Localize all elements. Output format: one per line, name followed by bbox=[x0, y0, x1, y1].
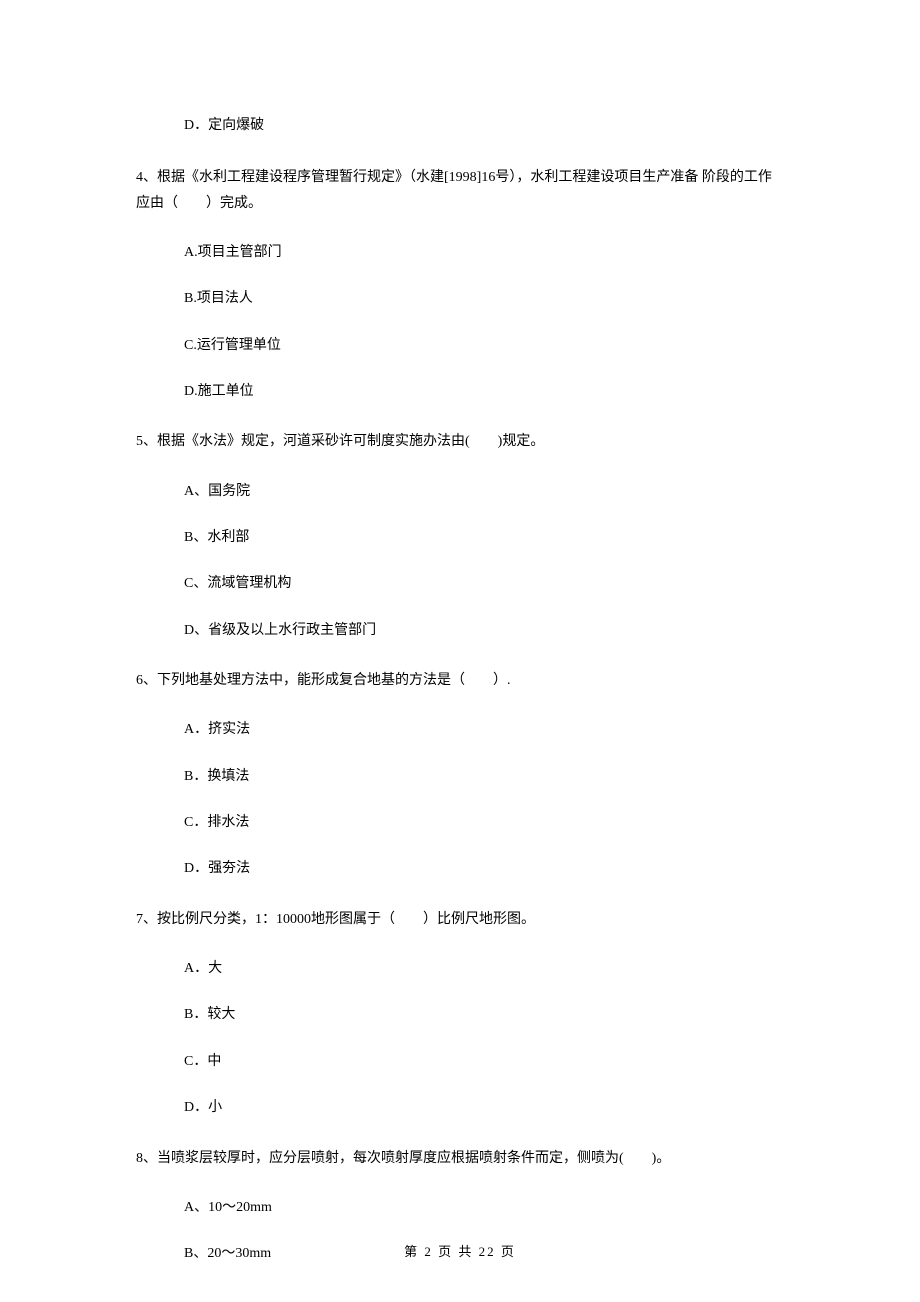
question-6-text: 6、下列地基处理方法中，能形成复合地基的方法是（ ）. bbox=[136, 668, 784, 693]
question-6-option-a: A．挤实法 bbox=[184, 719, 784, 741]
page-footer: 第 2 页 共 22 页 bbox=[0, 1241, 920, 1260]
question-5: 5、根据《水法》规定，河道采砂许可制度实施办法由( )规定。 A、国务院 B、水… bbox=[136, 429, 784, 642]
question-8-option-a: A、10～20mm bbox=[184, 1197, 784, 1219]
question-7-option-a: A．大 bbox=[184, 958, 784, 980]
question-4: 4、根据《水利工程建设程序管理暂行规定》（水建[1998]16号），水利工程建设… bbox=[136, 165, 784, 403]
question-5-option-a: A、国务院 bbox=[184, 481, 784, 503]
question-7-text: 7、按比例尺分类，1：10000地形图属于（ ）比例尺地形图。 bbox=[136, 907, 784, 932]
question-4-option-a: A.项目主管部门 bbox=[184, 242, 784, 264]
question-7-option-c: C．中 bbox=[184, 1051, 784, 1073]
question-6-options: A．挤实法 B．换填法 C．排水法 D．强夯法 bbox=[184, 719, 784, 881]
question-7-options: A．大 B．较大 C．中 D．小 bbox=[184, 958, 784, 1120]
question-5-option-c: C、流域管理机构 bbox=[184, 573, 784, 595]
page-content: D．定向爆破 4、根据《水利工程建设程序管理暂行规定》（水建[1998]16号）… bbox=[0, 0, 920, 1266]
orphan-option-d: D．定向爆破 bbox=[184, 115, 784, 137]
question-5-option-b: B、水利部 bbox=[184, 527, 784, 549]
question-4-option-c: C.运行管理单位 bbox=[184, 335, 784, 357]
question-5-text: 5、根据《水法》规定，河道采砂许可制度实施办法由( )规定。 bbox=[136, 429, 784, 454]
question-6: 6、下列地基处理方法中，能形成复合地基的方法是（ ）. A．挤实法 B．换填法 … bbox=[136, 668, 784, 881]
question-6-option-d: D．强夯法 bbox=[184, 858, 784, 880]
question-4-option-b: B.项目法人 bbox=[184, 288, 784, 310]
question-4-option-d: D.施工单位 bbox=[184, 381, 784, 403]
question-7: 7、按比例尺分类，1：10000地形图属于（ ）比例尺地形图。 A．大 B．较大… bbox=[136, 907, 784, 1120]
question-7-option-d: D．小 bbox=[184, 1097, 784, 1119]
question-6-option-b: B．换填法 bbox=[184, 766, 784, 788]
question-4-text: 4、根据《水利工程建设程序管理暂行规定》（水建[1998]16号），水利工程建设… bbox=[136, 165, 784, 215]
question-8-text: 8、当喷浆层较厚时，应分层喷射，每次喷射厚度应根据喷射条件而定，侧喷为( )。 bbox=[136, 1146, 784, 1171]
question-5-option-d: D、省级及以上水行政主管部门 bbox=[184, 620, 784, 642]
question-6-option-c: C．排水法 bbox=[184, 812, 784, 834]
question-5-options: A、国务院 B、水利部 C、流域管理机构 D、省级及以上水行政主管部门 bbox=[184, 481, 784, 643]
question-7-option-b: B．较大 bbox=[184, 1004, 784, 1026]
question-4-options: A.项目主管部门 B.项目法人 C.运行管理单位 D.施工单位 bbox=[184, 242, 784, 404]
